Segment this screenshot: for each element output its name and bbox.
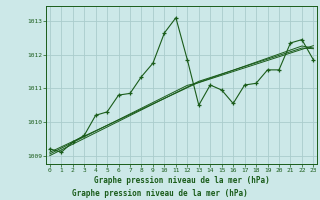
Text: Graphe pression niveau de la mer (hPa): Graphe pression niveau de la mer (hPa) <box>72 189 248 198</box>
X-axis label: Graphe pression niveau de la mer (hPa): Graphe pression niveau de la mer (hPa) <box>94 176 269 185</box>
